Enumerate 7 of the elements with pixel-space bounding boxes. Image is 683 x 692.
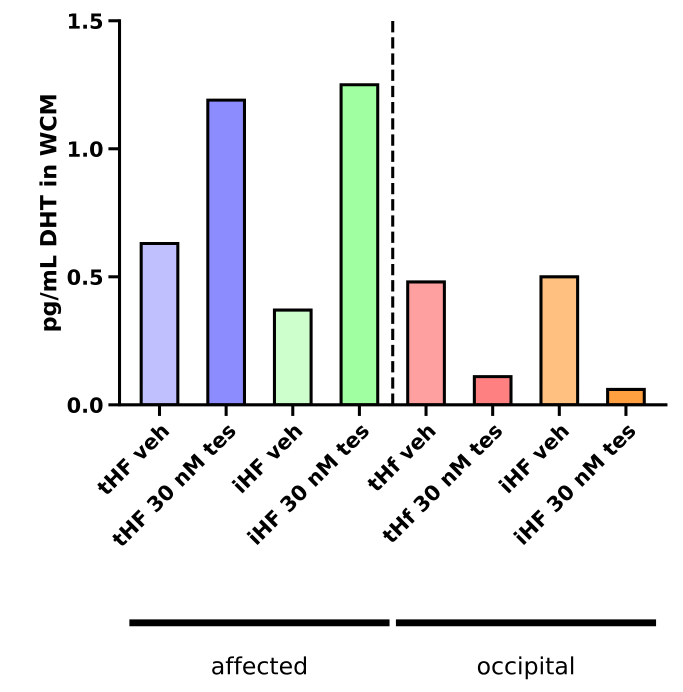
y-tick-label: 0.0 [68, 397, 103, 414]
y-axis-title: pg/mL DHT in WCM [39, 95, 62, 330]
y-tick-label: 1.5 [69, 13, 102, 29]
text: affected [212, 656, 306, 675]
text: occipital [478, 656, 574, 680]
y-tick-label: 1.0 [69, 141, 103, 157]
y-tick-label: 0.5 [68, 269, 102, 286]
